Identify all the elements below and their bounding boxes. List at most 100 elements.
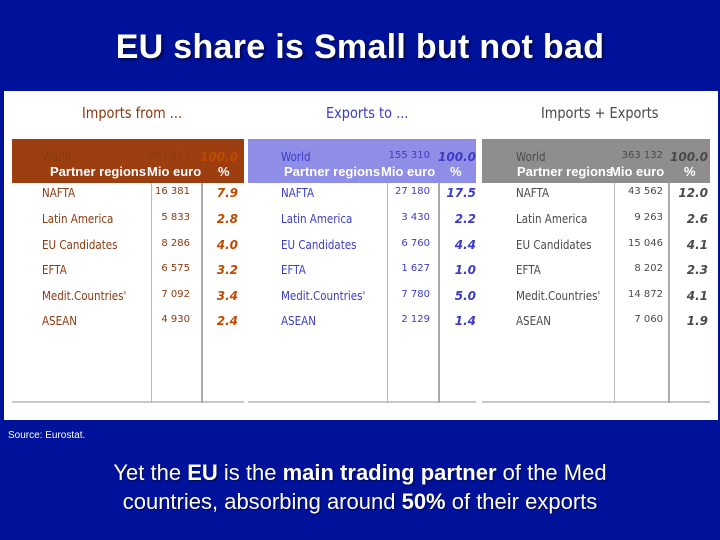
mio-euro-cell: 5 833 (161, 212, 190, 223)
total-col-region: Partner regions (517, 164, 614, 179)
percent-cell: 3.4 (216, 289, 238, 303)
region-cell: Medit.Countries' (516, 289, 601, 303)
mio-euro-cell: 363 132 (621, 150, 663, 161)
percent-cell: 3.2 (216, 263, 238, 277)
mio-euro-cell: 9 263 (634, 212, 663, 223)
mio-euro-cell: 14 872 (628, 289, 663, 300)
percent-cell: 100.0 (670, 150, 708, 164)
percent-cell: 4.1 (686, 238, 708, 252)
bottom-bold-eu: EU (187, 460, 218, 485)
column-divider (387, 183, 388, 403)
region-cell: EU Candidates (516, 238, 592, 252)
percent-cell: 2.3 (686, 263, 708, 277)
region-cell: EFTA (281, 263, 306, 277)
bottom-statement: Yet the EU is the main trading partner o… (0, 458, 720, 516)
exports-heading: Exports to ... (326, 104, 409, 122)
region-cell: NAFTA (42, 186, 76, 200)
percent-cell: 4.4 (454, 238, 476, 252)
trade-table-figure: Imports from ... Exports to ... Imports … (4, 91, 718, 420)
mio-euro-cell: 8 286 (161, 238, 190, 249)
percent-cell: 2.8 (216, 212, 238, 226)
region-cell: World (42, 150, 72, 164)
source-note: Source: Eurostat. (8, 430, 86, 441)
bottom-text-5: of their exports (445, 489, 598, 514)
percent-cell: 5.0 (454, 289, 476, 303)
total-heading: Imports + Exports (541, 104, 659, 122)
region-cell: World (516, 150, 546, 164)
mio-euro-cell: 1 627 (401, 263, 430, 274)
total-col-mio: Mio euro (610, 164, 665, 179)
mio-euro-cell: 155 310 (388, 150, 430, 161)
column-divider (668, 183, 670, 403)
region-cell: EFTA (42, 263, 67, 277)
region-cell: EU Candidates (42, 238, 118, 252)
bottom-text-1: Yet the (113, 460, 188, 485)
mio-euro-cell: 43 562 (628, 186, 663, 197)
percent-cell: 17.5 (446, 186, 476, 200)
region-cell: EU Candidates (281, 238, 357, 252)
column-divider (614, 183, 615, 403)
exports-col-mio: Mio euro (381, 164, 436, 179)
mio-euro-cell: 8 202 (634, 263, 663, 274)
percent-cell: 12.0 (678, 186, 708, 200)
region-cell: Latin America (42, 212, 114, 226)
column-divider (151, 183, 152, 403)
total-body (482, 183, 710, 403)
imports-panel: Partner regions Mio euro % World 207 822 1… (12, 139, 244, 403)
mio-euro-cell: 4 930 (161, 314, 190, 325)
region-cell: EFTA (516, 263, 541, 277)
percent-cell: 1.4 (454, 314, 476, 328)
percent-cell: 1.0 (454, 263, 476, 277)
total-panel: Partner regions Mio euro % World 363 132 1… (482, 139, 710, 403)
percent-cell: 7.9 (216, 186, 238, 200)
region-cell: Medit.Countries' (42, 289, 127, 303)
mio-euro-cell: 207 822 (148, 150, 190, 161)
mio-euro-cell: 6 575 (161, 263, 190, 274)
imports-body (12, 183, 244, 403)
region-cell: Medit.Countries' (281, 289, 366, 303)
exports-col-region: Partner regions (284, 164, 381, 179)
region-cell: NAFTA (281, 186, 315, 200)
imports-col-mio: Mio euro (147, 164, 202, 179)
percent-cell: 100.0 (200, 150, 238, 164)
total-header-row: Partner regions Mio euro % (482, 139, 710, 183)
percent-cell: 2.2 (454, 212, 476, 226)
region-cell: ASEAN (42, 314, 77, 328)
region-cell: World (281, 150, 311, 164)
imports-header-row: Partner regions Mio euro % (12, 139, 244, 183)
region-cell: NAFTA (516, 186, 550, 200)
mio-euro-cell: 7 780 (401, 289, 430, 300)
region-cell: ASEAN (516, 314, 551, 328)
exports-col-pct: % (450, 164, 462, 179)
imports-heading: Imports from ... (82, 104, 183, 122)
percent-cell: 2.4 (216, 314, 238, 328)
bottom-text-4: countries, absorbing around (122, 489, 402, 514)
bottom-text-3: of the Med (496, 460, 607, 485)
mio-euro-cell: 2 129 (401, 314, 430, 325)
mio-euro-cell: 27 180 (395, 186, 430, 197)
region-cell: Latin America (281, 212, 353, 226)
mio-euro-cell: 3 430 (401, 212, 430, 223)
percent-cell: 4.1 (686, 289, 708, 303)
percent-cell: 1.9 (686, 314, 708, 328)
bottom-text-2: is the (217, 460, 283, 485)
column-divider (201, 183, 203, 403)
region-cell: Latin America (516, 212, 588, 226)
region-cell: ASEAN (281, 314, 316, 328)
mio-euro-cell: 16 381 (155, 186, 190, 197)
mio-euro-cell: 6 760 (401, 238, 430, 249)
slide-title: EU share is Small but not bad (115, 28, 605, 66)
percent-cell: 100.0 (438, 150, 476, 164)
exports-panel: Partner regions Mio euro % World 155 310 1… (248, 139, 476, 403)
bottom-bold-share: 50% (401, 489, 446, 514)
imports-col-region: Partner regions (50, 164, 147, 179)
column-divider (438, 183, 440, 403)
total-col-pct: % (684, 164, 696, 179)
percent-cell: 4.0 (216, 238, 238, 252)
exports-header-row: Partner regions Mio euro % (248, 139, 476, 183)
imports-col-pct: % (218, 164, 230, 179)
mio-euro-cell: 15 046 (628, 238, 663, 249)
bottom-bold-partner: main trading partner (282, 460, 497, 485)
mio-euro-cell: 7 060 (634, 314, 663, 325)
percent-cell: 2.6 (686, 212, 708, 226)
